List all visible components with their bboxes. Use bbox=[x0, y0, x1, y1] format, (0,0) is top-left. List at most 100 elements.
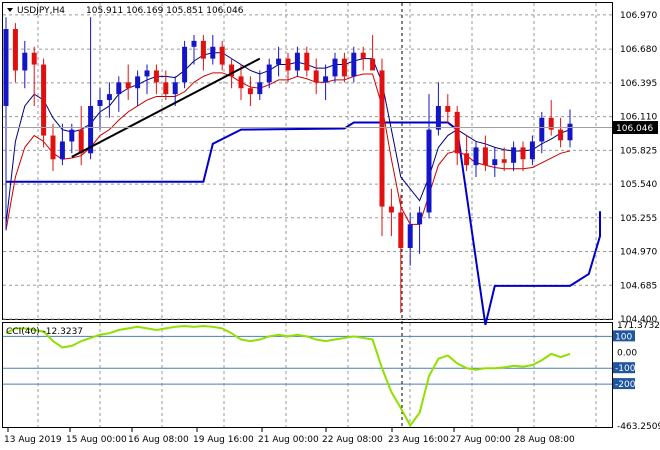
bull-candle bbox=[22, 52, 28, 71]
bull-candle bbox=[426, 129, 432, 213]
bear-candle bbox=[445, 105, 451, 112]
bull-candle bbox=[417, 212, 423, 225]
bull-candle bbox=[332, 58, 338, 77]
bull-candle bbox=[88, 105, 94, 154]
price-tick-label: 106.970 bbox=[620, 11, 657, 21]
bull-candle bbox=[59, 141, 65, 160]
bear-candle bbox=[12, 29, 18, 71]
bull-candle bbox=[97, 100, 103, 106]
bear-candle bbox=[379, 70, 385, 207]
time-tick-label: 15 Aug 00:00 bbox=[66, 435, 127, 445]
bear-candle bbox=[50, 135, 56, 160]
bull-candle bbox=[407, 224, 413, 248]
bear-candle bbox=[247, 88, 253, 95]
bear-candle bbox=[370, 58, 376, 71]
bear-candle bbox=[360, 52, 366, 59]
cci-level-tag bbox=[613, 330, 635, 342]
time-tick-label: 13 Aug 2019 bbox=[4, 435, 62, 445]
trailing-stop-line bbox=[6, 121, 601, 326]
bear-candle bbox=[31, 52, 37, 65]
candles bbox=[3, 17, 573, 314]
bull-candle bbox=[106, 94, 112, 101]
bull-candle bbox=[473, 147, 479, 166]
bear-candle bbox=[163, 82, 169, 95]
ohlc-values: 105.911 106.169 105.851 106.046 bbox=[86, 6, 244, 16]
bull-candle bbox=[511, 147, 517, 163]
price-tick-label: 106.680 bbox=[620, 45, 657, 55]
price-panel[interactable] bbox=[2, 2, 613, 320]
bear-candle bbox=[558, 129, 564, 141]
cci-tick-label: -200 bbox=[615, 380, 636, 390]
bull-candle bbox=[210, 46, 216, 59]
grid-lines bbox=[3, 3, 612, 427]
bull-candle bbox=[191, 40, 197, 47]
price-tick-label: 105.825 bbox=[620, 146, 657, 156]
bull-candle bbox=[529, 141, 535, 160]
cci-panel[interactable] bbox=[2, 322, 613, 428]
bull-candle bbox=[257, 82, 263, 95]
time-tick-label: 28 Aug 08:00 bbox=[514, 435, 575, 445]
bull-candle bbox=[351, 52, 357, 77]
bull-candle bbox=[294, 52, 300, 71]
bull-candle bbox=[492, 159, 498, 166]
bull-candle bbox=[266, 64, 272, 83]
cci-level-tag bbox=[613, 378, 635, 390]
cci-label: CCI(40) -12.3237 bbox=[6, 327, 83, 337]
bull-candle bbox=[435, 105, 441, 130]
current-price-text: 106.046 bbox=[616, 124, 653, 134]
bear-candle bbox=[41, 64, 47, 136]
current-price-tag bbox=[613, 121, 658, 134]
bear-candle bbox=[454, 111, 460, 154]
bull-candle bbox=[182, 46, 188, 83]
price-tick-label: 104.970 bbox=[620, 248, 657, 258]
bull-candle bbox=[323, 76, 329, 83]
time-tick-label: 16 Aug 08:00 bbox=[128, 435, 189, 445]
bear-candle bbox=[501, 159, 507, 163]
bull-candle bbox=[3, 29, 9, 106]
time-tick-label: 21 Aug 00:00 bbox=[258, 435, 319, 445]
bull-candle bbox=[567, 123, 573, 141]
price-tick-label: 105.540 bbox=[620, 180, 657, 190]
price-tick-label: 104.400 bbox=[620, 315, 657, 325]
time-axis: 13 Aug 2019 15 Aug 00:00 16 Aug 08:00 19 Au… bbox=[4, 428, 575, 445]
bear-candle bbox=[200, 40, 206, 59]
bear-candle bbox=[548, 117, 554, 130]
bull-candle bbox=[135, 76, 141, 89]
cci-line bbox=[5, 325, 571, 428]
symbol-label: USDJPY,H4 bbox=[17, 6, 65, 16]
time-tick-label: 19 Aug 16:00 bbox=[193, 435, 254, 445]
bull-candle bbox=[69, 129, 75, 142]
bear-candle bbox=[238, 76, 244, 89]
time-tick-label: 27 Aug 00:00 bbox=[450, 435, 511, 445]
price-tick-label: 105.255 bbox=[620, 214, 657, 224]
trend-line[interactable] bbox=[71, 57, 261, 158]
bull-candle bbox=[276, 58, 282, 65]
cci-tick-label: 171.3732 bbox=[617, 321, 660, 331]
bull-candle bbox=[116, 82, 122, 95]
bear-candle bbox=[482, 147, 488, 166]
bear-candle bbox=[229, 64, 235, 77]
cci-tick-label: -100 bbox=[615, 364, 636, 374]
cci-tick-label: 0.00 bbox=[617, 348, 637, 358]
bear-candle bbox=[125, 82, 131, 89]
cci-polyline bbox=[5, 325, 571, 428]
bull-candle bbox=[144, 70, 150, 77]
cci-tick-label: -463.2509 bbox=[617, 422, 660, 432]
dropdown-arrow-icon[interactable] bbox=[7, 8, 13, 12]
bear-candle bbox=[285, 58, 291, 71]
stop-line-path bbox=[6, 121, 601, 326]
bear-candle bbox=[313, 70, 319, 83]
cci-tick-label: 100 bbox=[615, 332, 632, 342]
price-tick-label: 106.395 bbox=[620, 79, 657, 89]
bear-candle bbox=[304, 52, 310, 71]
cci-level-tag bbox=[613, 362, 635, 374]
time-tick-label: 22 Aug 08:00 bbox=[322, 435, 383, 445]
bear-candle bbox=[520, 147, 526, 160]
trendline-segment[interactable] bbox=[71, 57, 261, 158]
bear-candle bbox=[398, 212, 404, 248]
price-tick-label: 104.685 bbox=[620, 281, 657, 291]
price-axis: 106.970 106.680 106.395 106.110 105.825 105.5… bbox=[620, 11, 657, 325]
bear-candle bbox=[219, 46, 225, 65]
